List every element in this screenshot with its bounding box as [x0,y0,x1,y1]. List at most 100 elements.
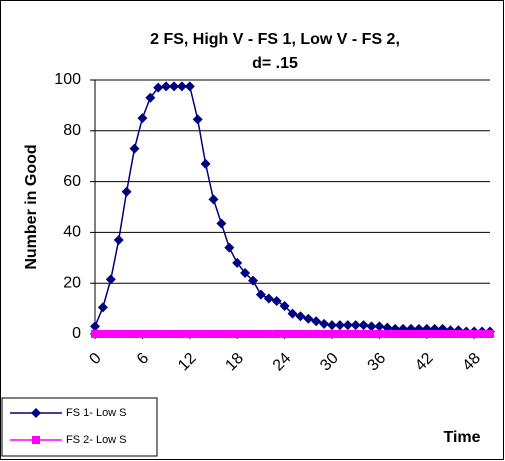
data-point [312,330,321,338]
chart-title: d= .15 [252,55,298,72]
y-tick-label: 40 [63,224,81,241]
data-point [192,114,203,125]
data-point [430,330,439,338]
data-point [366,321,377,332]
data-point [225,330,234,338]
data-point [319,318,330,329]
data-point [208,194,219,205]
data-point [271,295,282,306]
data-point [342,320,353,331]
data-point [375,330,384,338]
data-point [343,330,352,338]
data-point [383,330,392,338]
data-point [407,330,415,338]
data-point [359,330,368,338]
data-point [248,275,258,286]
data-point [351,330,360,338]
data-point [193,330,202,338]
data-point [446,330,455,338]
data-point [233,330,242,338]
data-point [114,330,123,338]
data-point [176,81,187,92]
data-point [224,242,235,253]
data-point [256,330,265,338]
data-point [422,330,431,338]
data-point [287,308,298,319]
data-point [121,186,132,197]
data-point [232,257,243,268]
y-tick-label: 80 [63,122,81,139]
data-point [288,330,297,338]
data-point [272,330,281,338]
data-point [216,218,227,229]
data-point [296,330,305,338]
data-point [438,330,447,338]
data-point [98,330,107,338]
data-point [391,330,400,338]
data-point [311,316,322,327]
data-point [414,330,423,338]
data-point [249,330,257,338]
legend-marker [31,408,41,418]
data-point [138,330,147,338]
data-point [327,320,337,331]
y-tick-label: 60 [63,173,81,190]
y-axis-label: Number in Good [23,144,40,269]
data-point [240,268,251,279]
data-point [350,320,361,331]
data-point [154,330,163,338]
y-tick-label: 20 [63,274,81,291]
data-point [241,330,250,338]
data-point [177,330,186,338]
data-point [358,320,369,331]
data-point [454,330,463,338]
data-point [279,301,290,312]
data-point [264,330,273,338]
data-point [201,330,210,338]
data-point [162,330,171,338]
data-point [185,330,194,338]
data-point [470,330,479,338]
data-point [280,330,289,338]
data-point [122,330,131,338]
data-point [170,330,178,338]
data-point [169,81,179,92]
data-point [129,143,140,154]
data-point [320,330,329,338]
data-point [374,321,385,332]
data-point [105,274,116,285]
data-point [486,330,494,338]
legend [1,397,158,457]
data-point [97,302,108,313]
x-axis-label: Time [443,429,480,446]
data-point [91,330,99,338]
data-point [295,311,306,322]
data-point [209,330,218,338]
data-point [367,330,376,338]
data-point [462,330,471,338]
data-point [303,313,314,324]
legend-label: FS 1- Low S [66,407,127,419]
data-point [328,330,336,338]
data-point [130,330,139,338]
data-point [113,235,124,246]
data-point [304,330,313,338]
y-tick-label: 0 [72,325,81,342]
data-point [106,330,115,338]
data-point [335,330,344,338]
data-point [263,293,274,304]
legend-label: FS 2- Low S [66,434,127,446]
data-point [184,81,195,92]
data-point [217,330,226,338]
data-point [161,81,172,92]
data-point [399,330,408,338]
data-point [334,320,345,331]
data-point [255,289,266,300]
data-point [200,158,211,169]
chart-title: 2 FS, High V - FS 1, Low V - FS 2, [150,31,400,48]
data-point [145,92,156,103]
data-point [153,82,164,93]
data-point [478,330,487,338]
